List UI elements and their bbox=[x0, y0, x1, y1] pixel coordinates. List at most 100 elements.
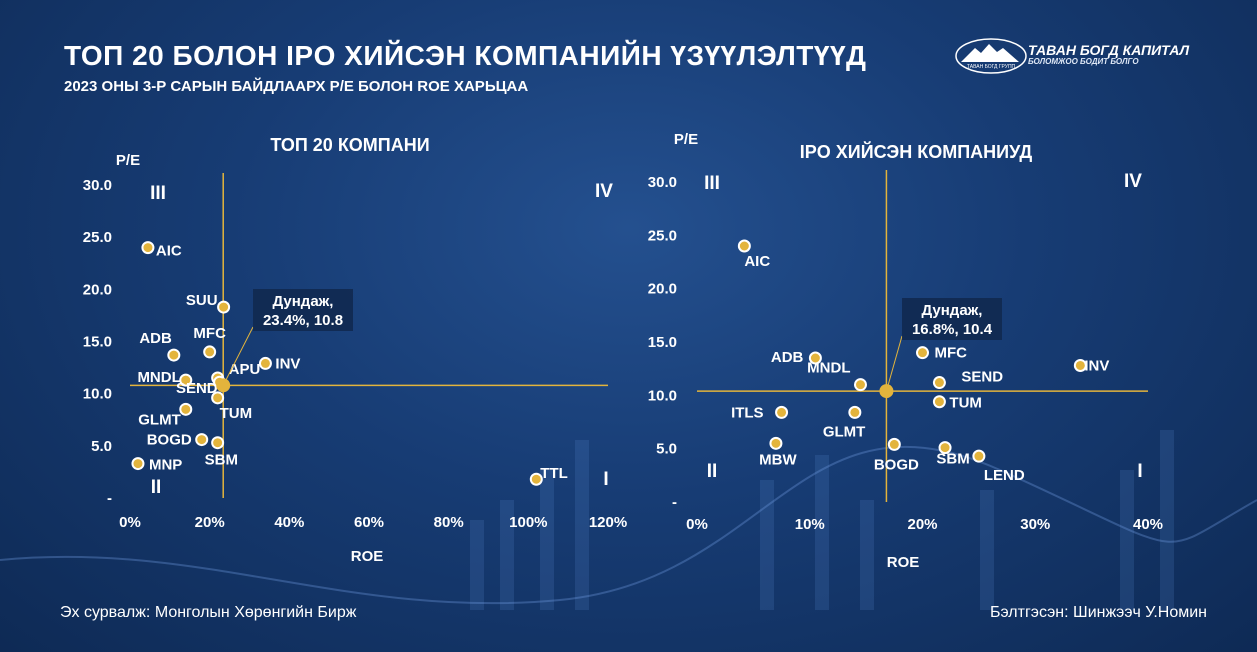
quadrant-label: III bbox=[704, 173, 720, 194]
data-label-send: SEND bbox=[176, 380, 218, 397]
data-label-adb: ADB bbox=[139, 330, 172, 347]
data-point-inv bbox=[1073, 358, 1087, 372]
data-label-aic: AIC bbox=[156, 243, 182, 260]
data-label-ttl: TTL bbox=[540, 465, 568, 482]
data-label-mbw: MBW bbox=[759, 451, 797, 468]
average-callout-leader bbox=[885, 335, 903, 392]
average-callout-line1: Дундаж, bbox=[273, 293, 334, 310]
x-tick-label: 60% bbox=[354, 514, 384, 531]
quadrant-label: I bbox=[603, 469, 608, 490]
average-callout-line2: 16.8%, 10.4 bbox=[912, 321, 993, 338]
data-point-mndl bbox=[853, 378, 867, 392]
data-label-sbm: SBM bbox=[205, 452, 238, 469]
quadrant-label: II bbox=[151, 477, 162, 498]
data-point-mfc bbox=[203, 345, 217, 359]
data-label-sbm: SBM bbox=[936, 451, 969, 468]
x-tick-label: 20% bbox=[907, 516, 937, 533]
y-tick-label: 25.0 bbox=[83, 229, 112, 246]
data-point-mbw bbox=[769, 436, 783, 450]
data-point-adb bbox=[167, 348, 181, 362]
y-tick-label: 30.0 bbox=[648, 174, 677, 191]
average-callout-line1: Дундаж, bbox=[922, 302, 983, 319]
author-note: Бэлтгэсэн: Шинжээч У.Номин bbox=[989, 604, 1207, 621]
data-point-mnp bbox=[131, 457, 145, 471]
quadrant-label: IV bbox=[595, 181, 613, 202]
data-point-inv bbox=[258, 356, 272, 370]
data-label-mndl: MNDL bbox=[137, 369, 180, 386]
data-label-inv: INV bbox=[275, 355, 300, 372]
page-subtitle: 2023 ОНЫ 3-Р САРЫН БАЙДЛААРХ P/E БОЛОН R… bbox=[64, 78, 529, 95]
x-axis-label: ROE bbox=[351, 548, 384, 565]
quadrant-label: III bbox=[150, 183, 166, 204]
x-tick-label: 10% bbox=[795, 516, 825, 533]
data-label-tum: TUM bbox=[949, 395, 982, 412]
data-point-tum bbox=[932, 395, 946, 409]
y-tick-label: 10.0 bbox=[648, 387, 677, 404]
y-tick-label: 5.0 bbox=[91, 438, 112, 455]
x-tick-label: 80% bbox=[434, 514, 464, 531]
data-label-bogd: BOGD bbox=[874, 456, 919, 473]
average-callout-line2: 23.4%, 10.8 bbox=[263, 312, 343, 329]
data-point-adb bbox=[808, 351, 822, 365]
x-axis-label: ROE bbox=[887, 554, 920, 571]
data-label-adb: ADB bbox=[771, 349, 804, 366]
y-tick-label: - bbox=[672, 494, 677, 511]
data-label-aic: AIC bbox=[744, 253, 770, 270]
logo-tagline: БОЛОМЖОО БОДИТ БОЛГО bbox=[1028, 57, 1139, 66]
chart-title: IPO ХИЙСЭН КОМПАНИУД bbox=[800, 141, 1033, 162]
data-label-apu: APU bbox=[229, 361, 261, 378]
data-point-bogd bbox=[887, 437, 901, 451]
data-label-lend: LEND bbox=[984, 467, 1025, 484]
x-tick-label: 120% bbox=[589, 514, 627, 531]
data-point-sbm bbox=[211, 436, 225, 450]
data-point-tum bbox=[211, 391, 225, 405]
data-label-inv: INV bbox=[1084, 357, 1109, 374]
x-tick-label: 40% bbox=[274, 514, 304, 531]
data-label-mfc: MFC bbox=[193, 325, 226, 342]
data-label-glmt: GLMT bbox=[823, 423, 866, 440]
y-tick-label: 20.0 bbox=[83, 281, 112, 298]
y-axis-label: P/E bbox=[674, 131, 698, 148]
x-tick-label: 0% bbox=[686, 516, 708, 533]
y-tick-label: 15.0 bbox=[83, 334, 112, 351]
page-title: ТОП 20 БОЛОН IPO ХИЙСЭН КОМПАНИЙН ҮЗҮҮЛЭ… bbox=[64, 40, 867, 71]
average-callout-box bbox=[902, 298, 1002, 340]
y-axis-label: P/E bbox=[116, 152, 140, 169]
data-point-ttl bbox=[529, 472, 543, 486]
average-callout-leader bbox=[222, 326, 254, 386]
data-point-glmt bbox=[848, 405, 862, 419]
x-tick-label: 100% bbox=[509, 514, 547, 531]
data-label-itls: ITLS bbox=[731, 404, 764, 421]
average-callout-box bbox=[253, 289, 353, 331]
data-point-send bbox=[932, 376, 946, 390]
data-point-aic bbox=[141, 241, 155, 255]
data-point-suu bbox=[217, 300, 231, 314]
data-label-glmt: GLMT bbox=[138, 411, 181, 428]
y-tick-label: 25.0 bbox=[648, 227, 677, 244]
logo-emblem-text: ТАВАН БОГД ГРУПП bbox=[967, 64, 1016, 70]
data-label-suu: SUU bbox=[186, 292, 218, 309]
data-label-mnp: MNP bbox=[149, 457, 182, 474]
logo-name: ТАВАН БОГД КАПИТАЛ bbox=[1028, 42, 1190, 58]
y-tick-label: - bbox=[107, 490, 112, 507]
x-tick-label: 30% bbox=[1020, 516, 1050, 533]
mountain-logo-icon: ТАВАН БОГД ГРУПП bbox=[955, 38, 1027, 74]
data-point-glmt bbox=[179, 402, 193, 416]
chart-title: ТОП 20 КОМПАНИ bbox=[270, 135, 429, 155]
data-point-itls bbox=[775, 405, 789, 419]
y-tick-label: 10.0 bbox=[83, 386, 112, 403]
y-tick-label: 15.0 bbox=[648, 334, 677, 351]
data-point-mfc bbox=[916, 346, 929, 360]
source-note: Эх сурвалж: Монголын Хөрөнгийн Бирж bbox=[60, 604, 357, 621]
data-point-bogd bbox=[195, 433, 209, 447]
y-tick-label: 5.0 bbox=[656, 441, 677, 458]
data-label-mndl: MNDL bbox=[807, 360, 850, 377]
x-tick-label: 40% bbox=[1133, 516, 1163, 533]
y-tick-label: 30.0 bbox=[83, 177, 112, 194]
y-tick-label: 20.0 bbox=[648, 281, 677, 298]
data-label-tum: TUM bbox=[220, 405, 253, 422]
data-point-aic bbox=[737, 239, 751, 253]
